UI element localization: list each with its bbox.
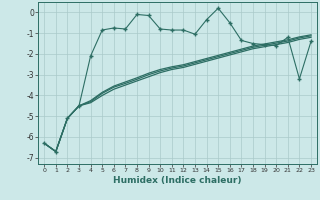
- X-axis label: Humidex (Indice chaleur): Humidex (Indice chaleur): [113, 176, 242, 185]
